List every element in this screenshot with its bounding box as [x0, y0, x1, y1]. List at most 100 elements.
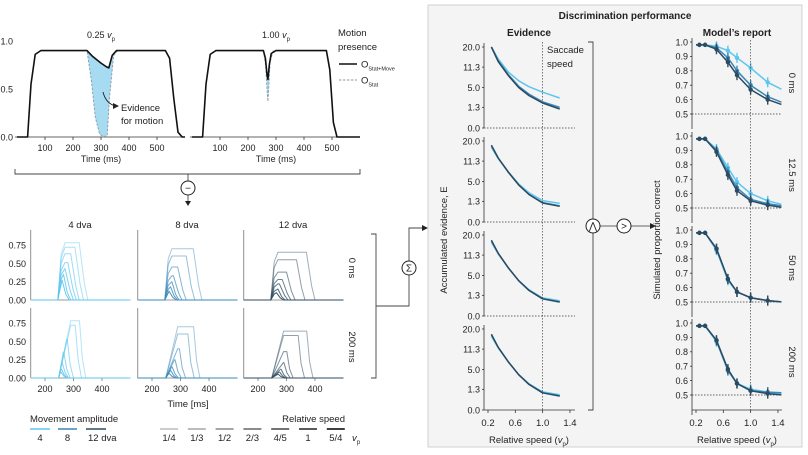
data-point — [702, 136, 708, 142]
legend-name: O — [361, 76, 368, 87]
y-tick-label: 0.9 — [675, 146, 688, 156]
data-point — [734, 289, 740, 295]
y-tick-label: 0.5 — [675, 109, 688, 119]
legend-label: 4 — [37, 433, 42, 444]
y-tick-label: 0.5 — [675, 390, 688, 400]
data-point — [725, 366, 731, 372]
y-tick-label: 1.0 — [675, 131, 688, 141]
data-point — [734, 72, 740, 78]
y-tick-label: 0.9 — [675, 52, 688, 62]
y-tick-label: 0.5 — [0, 85, 13, 95]
y-tick-label: 0.9 — [675, 333, 688, 343]
x-axis-label: Time (ms) — [81, 154, 121, 164]
x-axis-label: Time (ms) — [256, 154, 296, 164]
title-subscript: p — [287, 37, 291, 43]
x-tick-label: 300 — [268, 143, 283, 153]
legend-subscript: Stat — [368, 83, 378, 89]
evidence-trace — [243, 335, 344, 379]
data-point — [725, 172, 731, 178]
evidence-trace — [137, 366, 238, 379]
data-point — [702, 230, 708, 236]
panel-title: 1.00 vp — [262, 30, 291, 43]
legend-title: Movement amplitude — [30, 414, 118, 425]
evidence-curve-12 — [490, 239, 560, 303]
y-tick-label: 0.8 — [675, 254, 688, 264]
annotation-text: for motion — [121, 116, 163, 127]
evidence-curve-12 — [490, 333, 560, 397]
data-point — [697, 136, 702, 142]
x-tick-label: 500 — [324, 143, 339, 153]
evidence-trace — [243, 330, 344, 379]
o-stat-line — [192, 50, 360, 138]
evidence-trace — [243, 368, 344, 379]
evidence-trace — [137, 370, 238, 379]
legend-label: 1/2 — [218, 433, 231, 444]
evidence-trace — [243, 259, 344, 301]
y-tick-label: 0.75 — [8, 241, 26, 251]
x-axis-label: Relative speed (vp) — [489, 435, 569, 448]
x-tick-label: 0.6 — [717, 418, 730, 429]
unit-symbol: v — [352, 433, 358, 444]
x-tick-label: 400 — [94, 384, 109, 394]
data-point — [714, 338, 719, 343]
legend-label: OStat+Move — [361, 60, 395, 73]
x-tick-label: 200 — [250, 384, 265, 394]
x-tick-label: 0.6 — [509, 418, 522, 429]
bracket-a — [14, 169, 361, 175]
y-tick-label: 0.25 — [8, 277, 26, 287]
evidence-trace — [30, 371, 131, 379]
y-tick-label: 0.75 — [8, 319, 26, 329]
xlabel-symbol: v — [558, 435, 564, 446]
y-axis-label: Accumulated evidence, E — [439, 186, 450, 293]
y-tick-label: 0.8 — [675, 347, 688, 357]
x-tick-label: 200 — [240, 143, 255, 153]
y-tick-label: 0.0 — [467, 217, 480, 227]
y-tick-label: 0.5 — [675, 297, 688, 307]
y-tick-label: 0.8 — [675, 66, 688, 76]
data-point — [697, 323, 702, 329]
row-label: 50 ms — [786, 255, 797, 281]
x-tick-label: 100 — [37, 143, 52, 153]
data-point — [765, 298, 770, 303]
y-tick-label: 0.50 — [8, 337, 26, 347]
annotation-arrowhead — [113, 103, 119, 109]
y-tick-label: 1.3 — [467, 197, 480, 207]
row-label: 200 ms — [346, 331, 357, 362]
min-operator-circle — [585, 218, 601, 234]
y-tick-label: 1.0 — [675, 37, 688, 47]
data-point — [725, 276, 731, 282]
max-operator-circle — [616, 218, 632, 234]
x-tick-label: 200 — [37, 384, 52, 394]
x-tick-label: 1.0 — [744, 418, 757, 429]
y-tick-label: 11.3 — [463, 344, 480, 354]
data-point — [725, 48, 731, 53]
y-tick-label: 5.0 — [467, 177, 480, 187]
data-point — [748, 198, 753, 203]
y-tick-label: 20.0 — [462, 42, 480, 52]
x-axis-label: Time [ms] — [167, 399, 208, 410]
y-tick-label: 1.0 — [675, 318, 688, 328]
x-axis-label: Relative speed (vp) — [697, 435, 777, 448]
arrow-right — [422, 225, 428, 231]
evidence-trace — [30, 279, 131, 301]
data-point — [697, 42, 702, 48]
legend-label: 1/4 — [162, 433, 175, 444]
evidence-trace — [30, 262, 131, 301]
arrow-down — [185, 201, 191, 206]
y-tick-label: 20.0 — [462, 230, 480, 240]
unit-subscript: p — [357, 440, 361, 446]
evidence-trace — [137, 281, 238, 301]
y-tick-label: 11.3 — [463, 156, 480, 166]
xlabel-subscript: p — [770, 442, 774, 448]
legend-label: 8 — [65, 433, 70, 444]
evidence-fill — [87, 50, 118, 137]
x-tick-label: 200 — [144, 384, 159, 394]
evidence-trace — [137, 359, 238, 379]
evidence-trace — [243, 351, 344, 379]
evidence-trace — [30, 320, 131, 379]
y-tick-label: 0.7 — [675, 362, 688, 372]
evidence-curve-4 — [490, 46, 560, 99]
data-point — [765, 97, 770, 102]
x-tick-label: 200 — [65, 143, 80, 153]
